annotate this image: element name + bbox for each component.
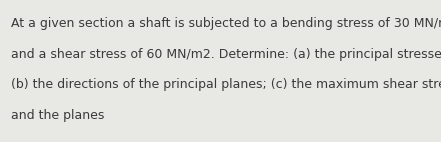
- Text: (b) the directions of the principal planes; (c) the maximum shear stress: (b) the directions of the principal plan…: [11, 78, 441, 91]
- Text: and the planes: and the planes: [11, 109, 105, 122]
- Text: At a given section a shaft is subjected to a bending stress of 30 MN/m2: At a given section a shaft is subjected …: [11, 17, 441, 30]
- Text: and a shear stress of 60 MN/m2. Determine: (a) the principal stresses;: and a shear stress of 60 MN/m2. Determin…: [11, 48, 441, 61]
